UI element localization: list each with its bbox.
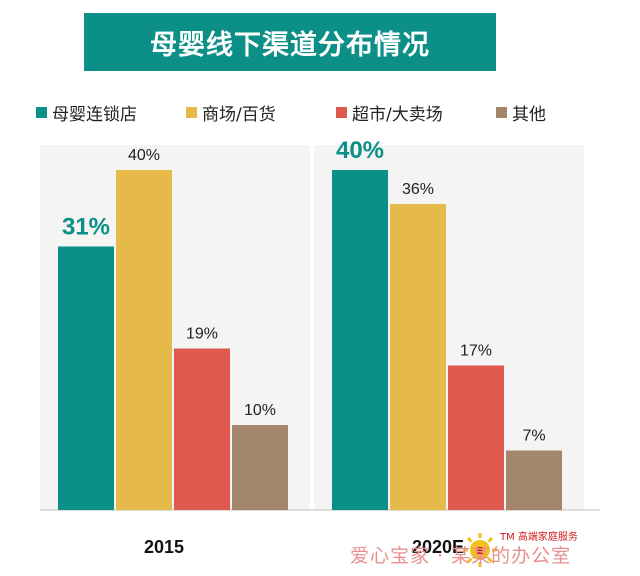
chart-title-banner: 母婴线下渠道分布情况: [84, 13, 496, 71]
watermark-text: 爱心宝家 · 某某的办公室: [350, 545, 572, 567]
legend-label: 商场/百货: [202, 105, 276, 125]
bar: [116, 170, 172, 510]
legend-swatch: [496, 107, 507, 118]
bar: [232, 425, 288, 510]
legend-item: 超市/大卖场: [336, 100, 443, 125]
data-label: 10%: [244, 402, 276, 419]
bar: [174, 348, 230, 510]
data-label: 31%: [62, 214, 110, 241]
legend-swatch: [186, 107, 197, 118]
x-tick-label: 2020E: [412, 537, 464, 557]
x-tick-label: 2015: [144, 537, 184, 557]
legend: 母婴连锁店 商场/百货 超市/大卖场 其他: [36, 100, 616, 130]
legend-swatch: [336, 107, 347, 118]
data-label: 17%: [460, 343, 492, 360]
data-label: 36%: [402, 181, 434, 198]
watermark-tm-text: TM 高端家庭服务: [500, 532, 578, 543]
legend-label: 超市/大卖场: [352, 105, 443, 125]
chart-title: 母婴线下渠道分布情况: [150, 29, 430, 61]
legend-label: 母婴连锁店: [52, 105, 137, 125]
bar: [58, 246, 114, 510]
bar: [332, 170, 388, 510]
data-label: 7%: [522, 428, 545, 445]
svg-text:E: E: [477, 546, 484, 557]
bar: [448, 365, 504, 510]
bar: [506, 450, 562, 510]
legend-item: 其他: [496, 100, 546, 125]
watermark: E TM 高端家庭服务 爱心宝家 · 某某的办公室: [350, 528, 640, 576]
legend-item: 商场/百货: [186, 100, 276, 125]
legend-swatch: [36, 107, 47, 118]
bar: [390, 204, 446, 510]
legend-label: 其他: [512, 105, 546, 125]
sun-logo-icon: E: [463, 533, 497, 567]
data-label: 40%: [336, 137, 384, 164]
legend-item: 母婴连锁店: [36, 100, 137, 125]
data-label: 19%: [186, 326, 218, 343]
data-label: 40%: [128, 147, 160, 164]
